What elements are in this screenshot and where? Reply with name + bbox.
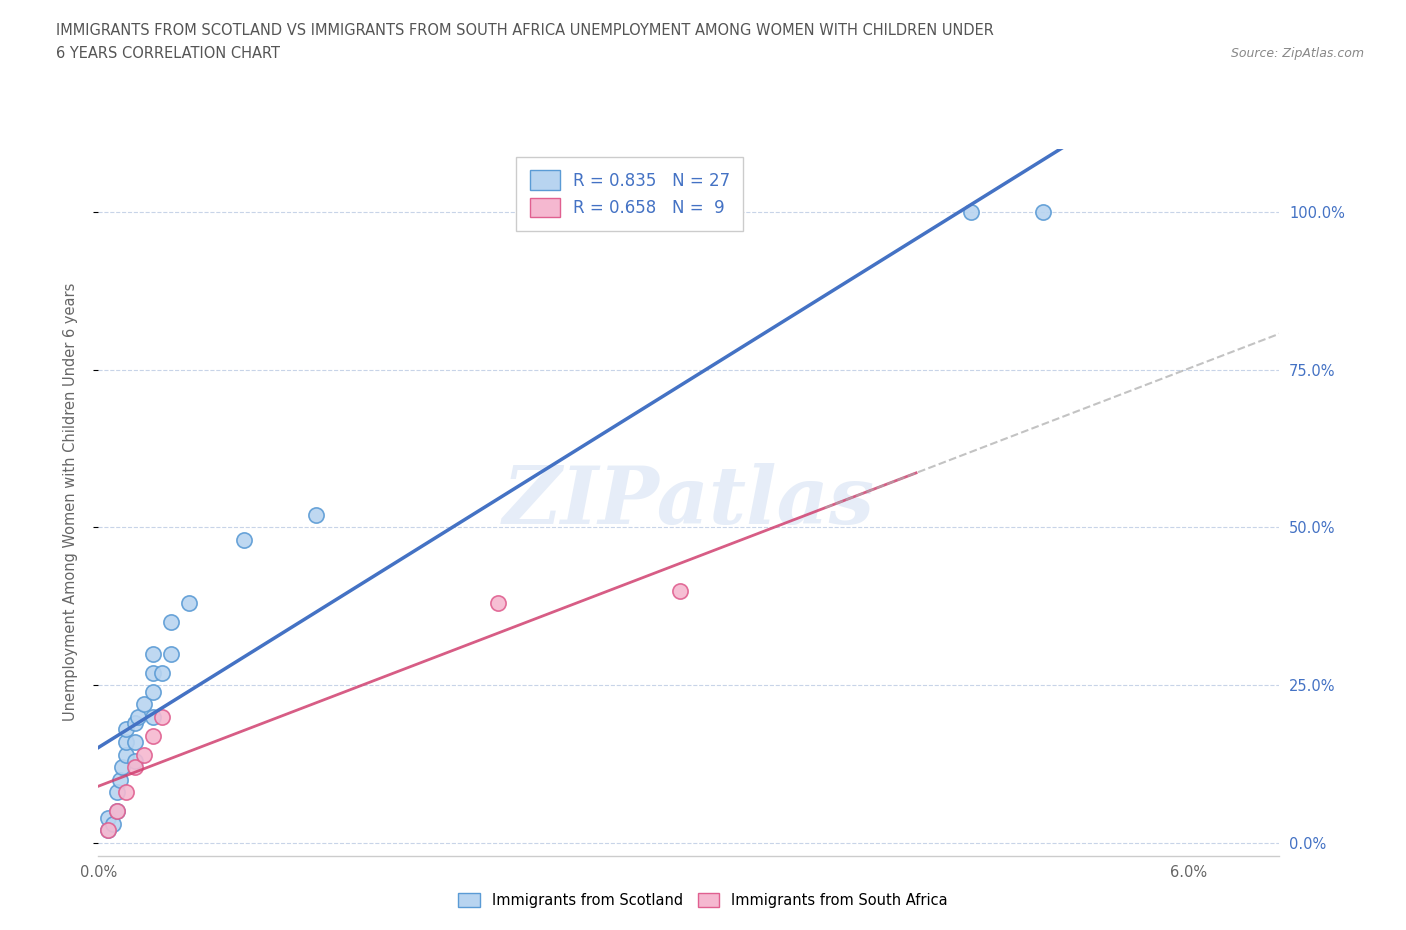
Point	[124, 716, 146, 731]
Y-axis label: Unemployment Among Women with Children Under 6 years: Unemployment Among Women with Children U…	[63, 283, 77, 722]
Point	[150, 665, 173, 680]
Point	[114, 747, 136, 762]
Point	[142, 684, 165, 699]
Point	[105, 804, 128, 819]
Point	[305, 508, 328, 523]
Point	[105, 785, 128, 800]
Point	[232, 533, 254, 548]
Point	[160, 615, 183, 630]
Point	[110, 773, 132, 788]
Point	[179, 596, 201, 611]
Point	[127, 710, 149, 724]
Point	[669, 583, 692, 598]
Legend: Immigrants from Scotland, Immigrants from South Africa: Immigrants from Scotland, Immigrants fro…	[453, 886, 953, 913]
Text: IMMIGRANTS FROM SCOTLAND VS IMMIGRANTS FROM SOUTH AFRICA UNEMPLOYMENT AMONG WOME: IMMIGRANTS FROM SCOTLAND VS IMMIGRANTS F…	[56, 23, 994, 38]
Text: Source: ZipAtlas.com: Source: ZipAtlas.com	[1230, 46, 1364, 60]
Point	[96, 810, 118, 825]
Point	[124, 760, 146, 775]
Text: ZIPatlas: ZIPatlas	[503, 463, 875, 541]
Point	[150, 710, 173, 724]
Point	[114, 735, 136, 750]
Point	[111, 760, 134, 775]
Point	[96, 823, 118, 838]
Point	[132, 697, 155, 711]
Point	[132, 747, 155, 762]
Point	[105, 804, 128, 819]
Point	[142, 665, 165, 680]
Legend: R = 0.835   N = 27, R = 0.658   N =  9: R = 0.835 N = 27, R = 0.658 N = 9	[516, 157, 744, 231]
Point	[124, 753, 146, 768]
Point	[486, 596, 509, 611]
Point	[114, 722, 136, 737]
Point	[101, 817, 124, 831]
Point	[142, 710, 165, 724]
Point	[142, 728, 165, 743]
Point	[114, 785, 136, 800]
Point	[142, 646, 165, 661]
Point	[160, 646, 183, 661]
Text: 6 YEARS CORRELATION CHART: 6 YEARS CORRELATION CHART	[56, 46, 280, 61]
Point	[96, 823, 118, 838]
Point	[124, 735, 146, 750]
Point	[1032, 205, 1054, 219]
Point	[959, 205, 981, 219]
